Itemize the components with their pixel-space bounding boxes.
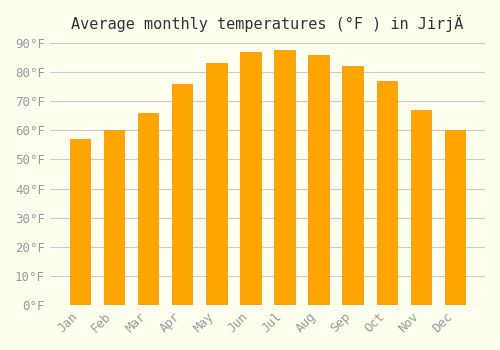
Bar	[274, 50, 294, 305]
Bar	[308, 55, 329, 305]
Bar	[240, 52, 260, 305]
Bar	[376, 81, 397, 305]
Bar	[172, 84, 193, 305]
Bar	[410, 110, 431, 305]
Bar	[138, 113, 158, 305]
Title: Average monthly temperatures (°F ) in JirjÄ: Average monthly temperatures (°F ) in Ji…	[71, 15, 464, 32]
Bar	[342, 66, 363, 305]
Bar	[104, 130, 124, 305]
Bar	[445, 130, 465, 305]
Bar	[206, 63, 227, 305]
Bar	[70, 139, 90, 305]
